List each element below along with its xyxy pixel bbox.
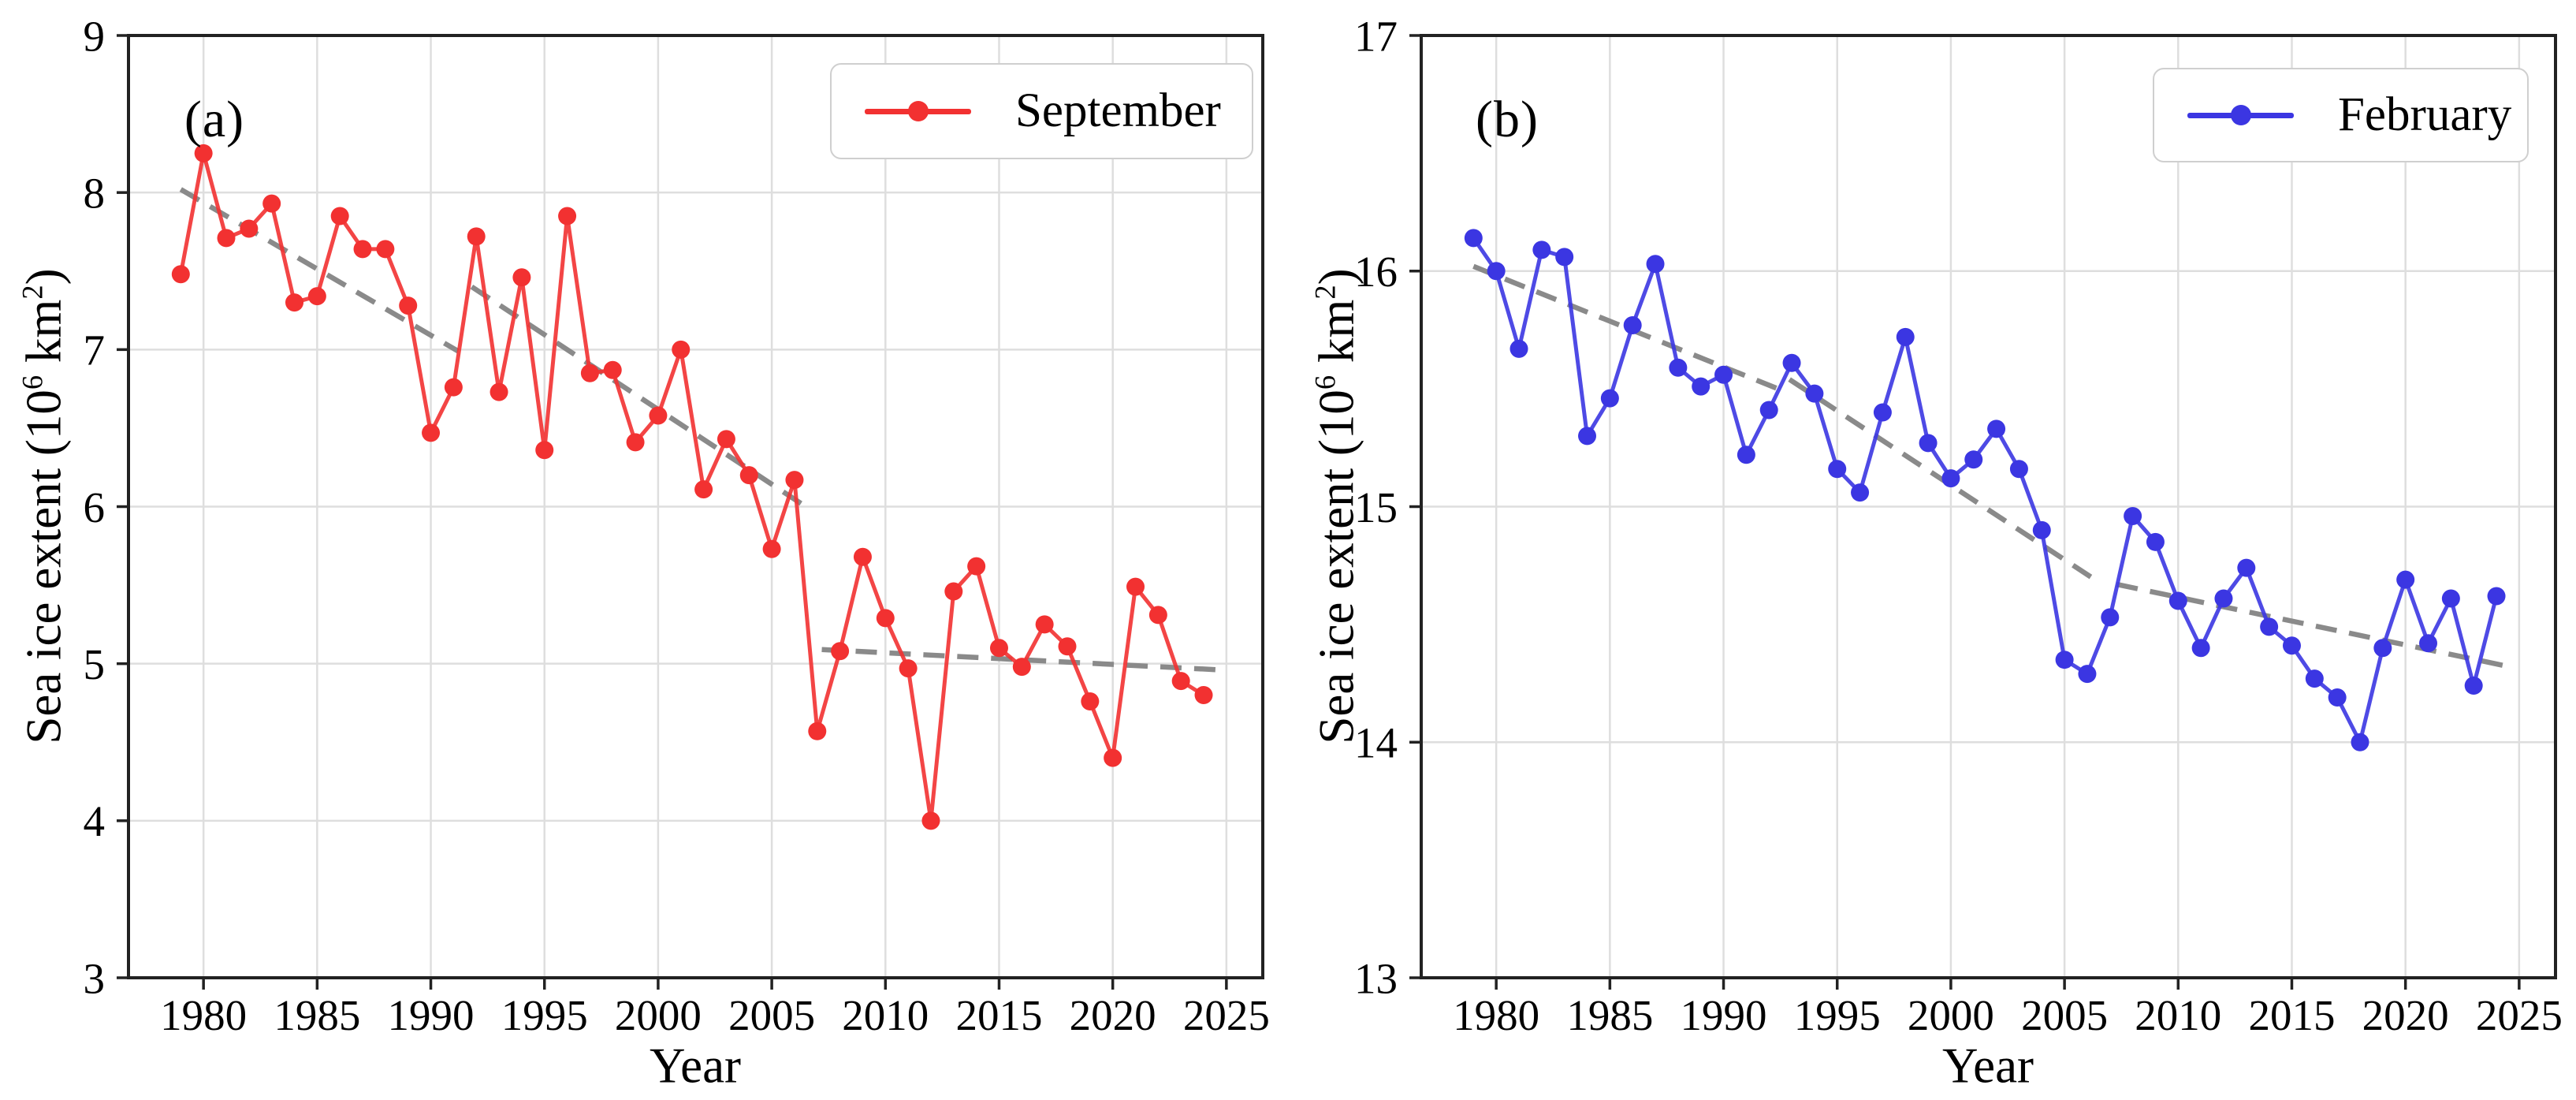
panel-a-y-axis-label: Sea ice extent (106 km2) — [16, 268, 73, 744]
february-markers — [1464, 229, 2506, 751]
panel-a-x-axis-label: Year — [649, 1038, 742, 1094]
y-tick-label: 8 — [84, 169, 106, 217]
x-tick-label: 1995 — [501, 991, 588, 1039]
x-tick-label: 2020 — [2362, 991, 2449, 1039]
y-label-unit: km — [16, 299, 72, 375]
x-tick-label: 1995 — [1794, 991, 1881, 1039]
y-label-unit: km — [1308, 299, 1364, 375]
y-label-exponent: 6 — [1308, 375, 1342, 390]
y-tick-label: 7 — [84, 326, 106, 375]
y-tick-label: 6 — [84, 483, 106, 531]
x-tick-label: 2005 — [2021, 991, 2108, 1039]
x-tick-label: 2020 — [1070, 991, 1156, 1039]
y-tick-label: 5 — [84, 640, 106, 688]
y-tick-label: 15 — [1354, 483, 1398, 531]
trend-line — [179, 187, 1223, 673]
y-label-close: ) — [16, 268, 72, 285]
panel-b-y-axis-label: Sea ice extent (106 km2) — [1308, 268, 1366, 744]
september-marker-icon — [908, 101, 929, 121]
y-label-unit-exponent: 2 — [16, 285, 49, 300]
x-tick-label: 2000 — [615, 991, 702, 1039]
panel-b-legend-label: February — [2338, 88, 2512, 141]
tick-labels: 1980 1985 1990 1995 2000 2005 2010 2015 2020 2025… — [1354, 12, 2563, 1039]
panel-b-plot: 1980 1985 1990 1995 2000 2005 2010 2015 2020 2025… — [1354, 12, 2563, 1039]
x-tick-label: 2015 — [955, 991, 1042, 1039]
x-tick-label: 2010 — [2135, 991, 2221, 1039]
september-line — [178, 151, 1205, 823]
y-tick-label: 3 — [84, 954, 106, 1002]
y-tick-label: 14 — [1354, 719, 1398, 767]
x-tick-label: 2025 — [2476, 991, 2563, 1039]
x-tick-label: 2005 — [728, 991, 815, 1039]
february-line — [1472, 237, 2499, 744]
y-tick-label: 16 — [1354, 248, 1398, 296]
y-tick-label: 9 — [84, 12, 106, 60]
september-markers — [171, 144, 1213, 830]
gridlines — [1421, 34, 2556, 979]
x-tick-label: 1985 — [274, 991, 360, 1039]
x-tick-label: 2015 — [2248, 991, 2335, 1039]
y-tick-label: 13 — [1354, 954, 1398, 1002]
axis-ticks — [1409, 34, 2521, 990]
x-tick-label: 2000 — [1908, 991, 1994, 1039]
axis-ticks — [117, 34, 1228, 990]
y-tick-label: 4 — [84, 797, 106, 845]
panel-a-legend-label: September — [1015, 84, 1221, 137]
panel-a-title: (a) — [184, 91, 245, 148]
february-marker-icon — [2231, 105, 2251, 125]
panel-a-legend: September — [830, 63, 1253, 159]
y-label-close: ) — [1308, 268, 1364, 285]
panel-b-title: (b) — [1476, 91, 1539, 148]
panel-b-x-axis-label: Year — [1941, 1038, 2034, 1094]
y-label-text: Sea ice extent (10 — [16, 390, 72, 744]
x-tick-label: 2025 — [1183, 991, 1270, 1039]
x-tick-label: 1985 — [1566, 991, 1653, 1039]
x-tick-label: 1980 — [160, 991, 247, 1039]
y-label-exponent: 6 — [16, 375, 49, 390]
y-label-unit-exponent: 2 — [1308, 285, 1342, 300]
y-tick-label: 17 — [1354, 12, 1398, 60]
gridlines — [128, 34, 1263, 979]
y-label-text: Sea ice extent (10 — [1308, 390, 1364, 744]
february-line-sample — [2187, 105, 2294, 125]
panel-a-plot: 1980 1985 1990 1995 2000 2005 2010 2015 2020 2025… — [84, 12, 1270, 1039]
x-tick-label: 2010 — [842, 991, 929, 1039]
x-tick-label: 1990 — [1681, 991, 1767, 1039]
tick-labels: 1980 1985 1990 1995 2000 2005 2010 2015 2020 2025… — [84, 12, 1270, 1039]
panel-b-legend: February — [2153, 68, 2529, 162]
x-tick-label: 1980 — [1453, 991, 1539, 1039]
x-tick-label: 1990 — [388, 991, 475, 1039]
september-line-sample — [865, 101, 971, 121]
